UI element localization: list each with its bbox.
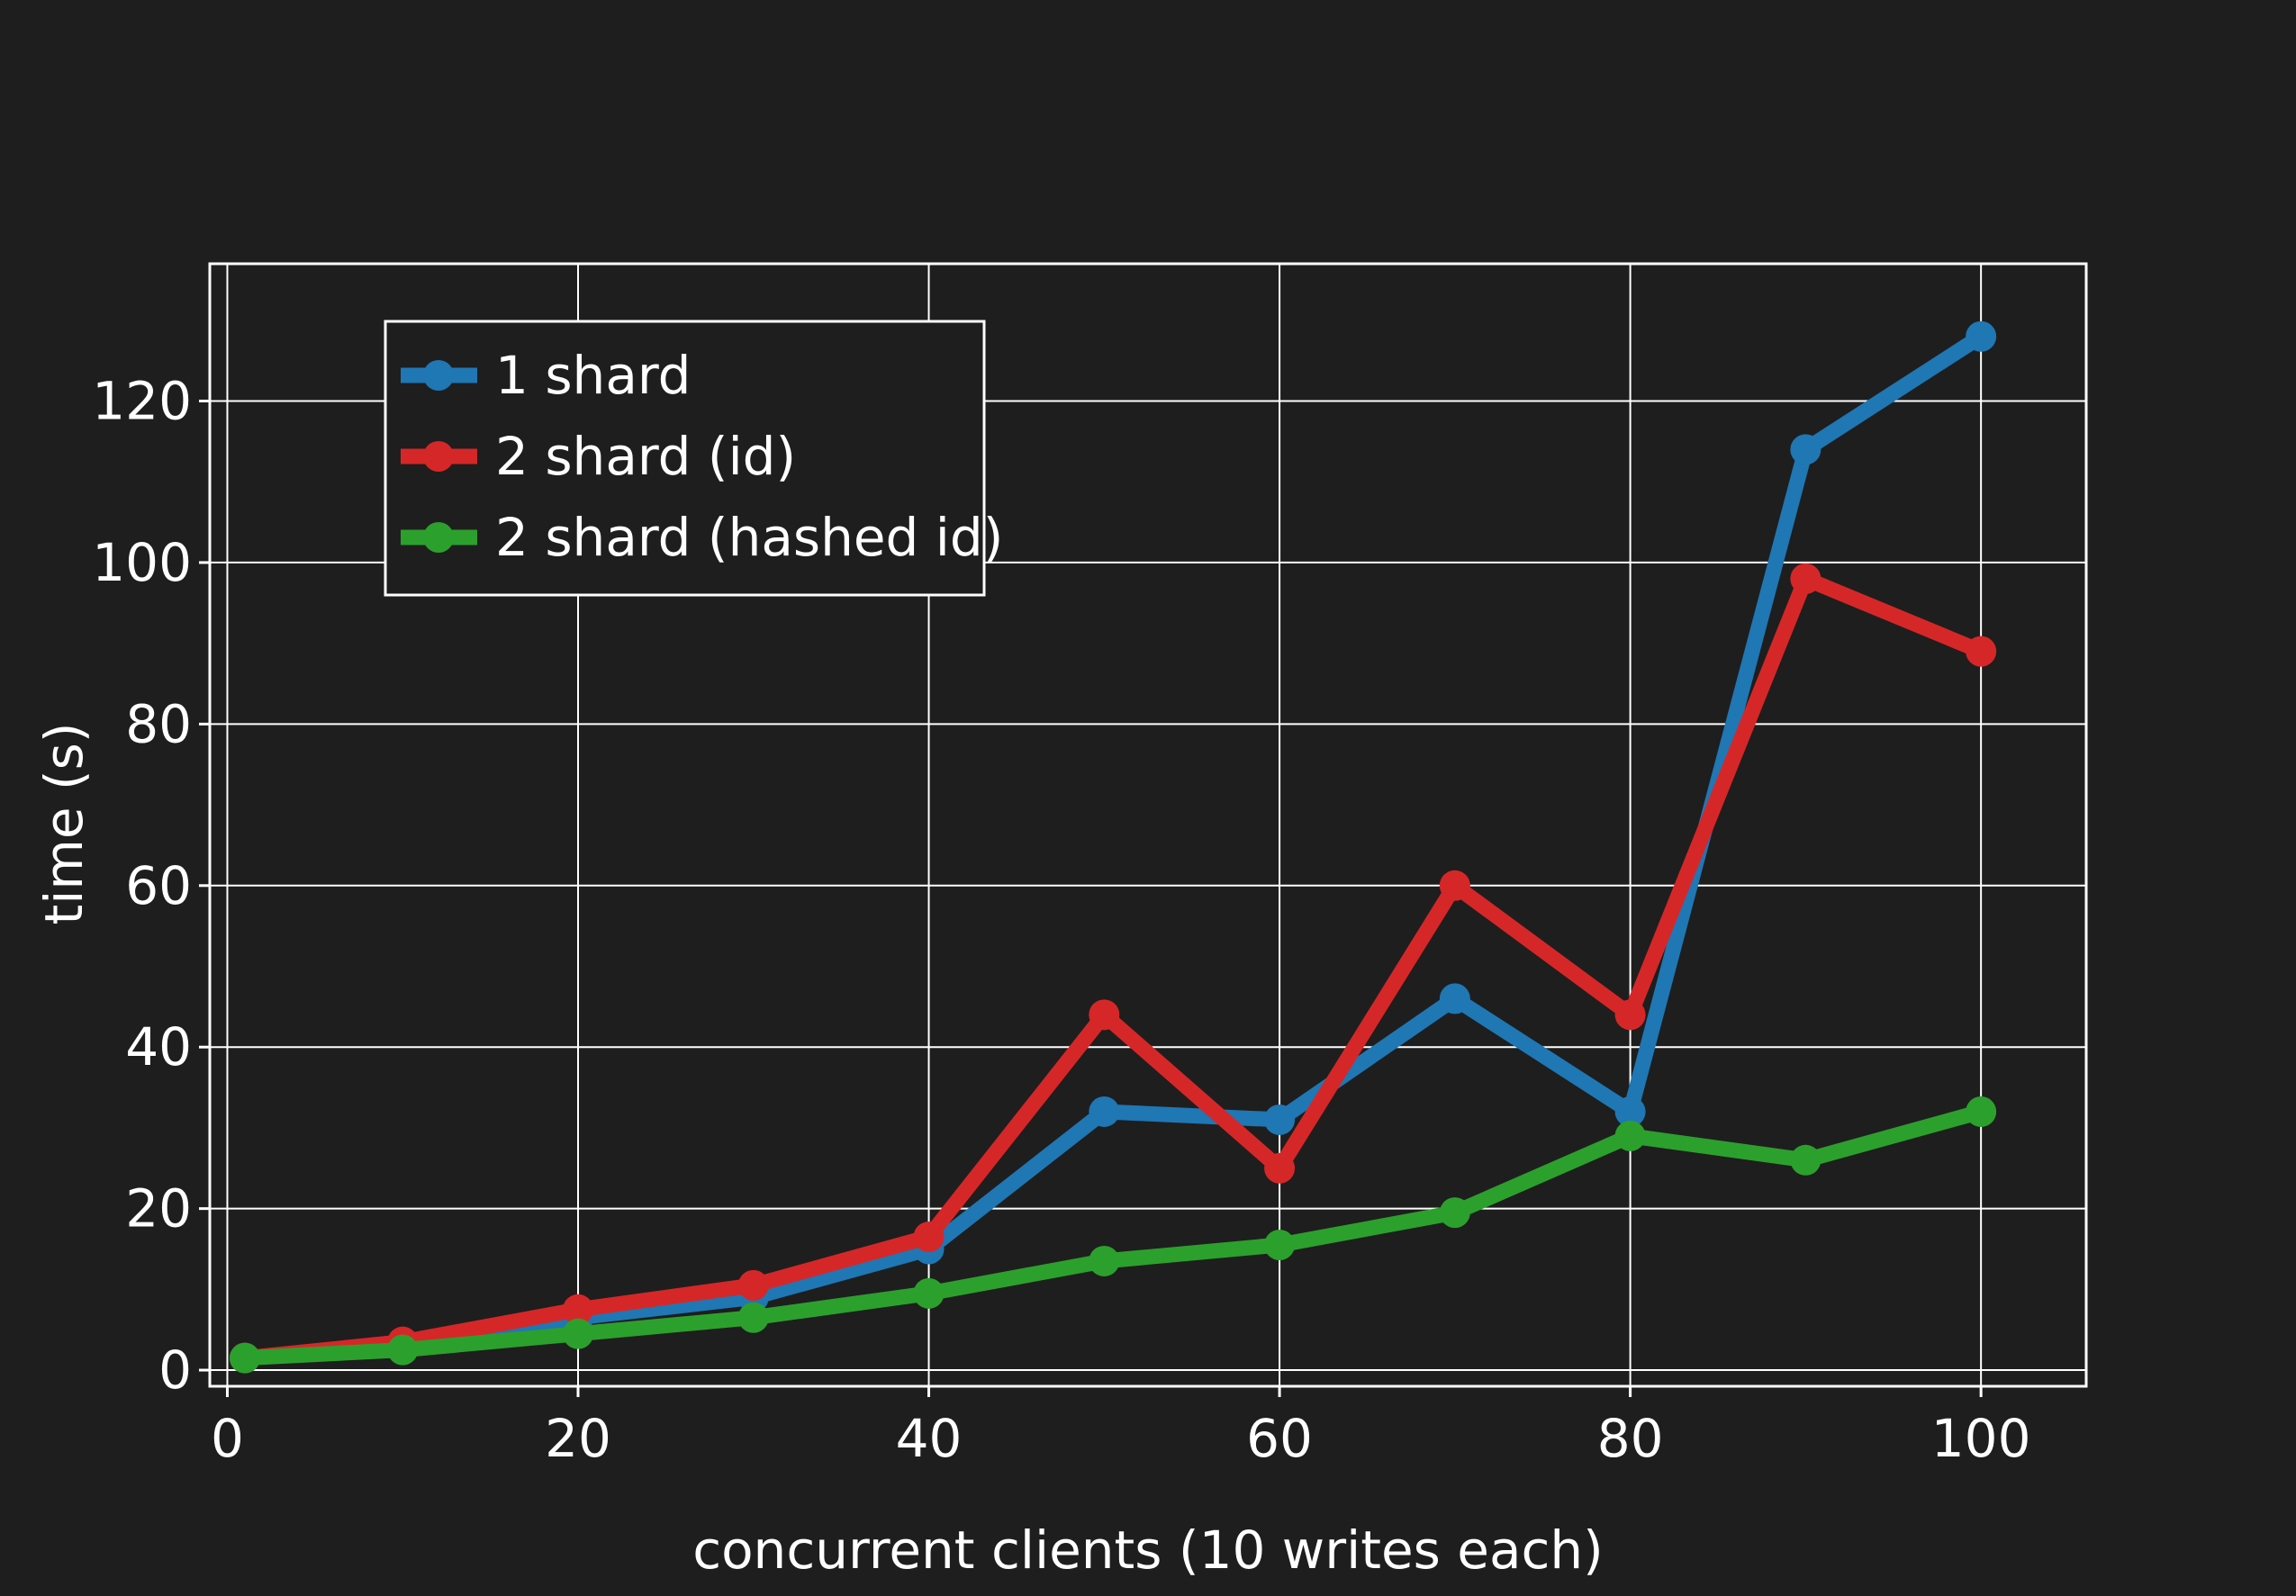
legend-label: 2 shard (hashed id) bbox=[495, 507, 1003, 568]
data-point bbox=[1439, 1197, 1470, 1229]
y-tick-label: 80 bbox=[125, 693, 192, 754]
legend-label: 2 shard (id) bbox=[495, 426, 796, 487]
y-axis-title: time (s) bbox=[33, 723, 95, 925]
data-point bbox=[229, 1342, 260, 1374]
data-point bbox=[563, 1294, 594, 1325]
x-tick-label: 20 bbox=[545, 1408, 611, 1469]
y-axis-ticks: 0 20 40 60 80 100 120 bbox=[92, 371, 210, 1401]
legend-swatch-marker bbox=[423, 441, 454, 472]
legend-label: 1 shard bbox=[495, 345, 692, 406]
data-point bbox=[1966, 1096, 1997, 1127]
x-axis-title: concurrent clients (10 writes each) bbox=[692, 1519, 1604, 1581]
data-point bbox=[563, 1318, 594, 1349]
data-point bbox=[737, 1302, 769, 1333]
data-point bbox=[1089, 999, 1120, 1031]
x-tick-label: 100 bbox=[1931, 1408, 2031, 1469]
series-group bbox=[229, 320, 1997, 1374]
x-tick-label: 60 bbox=[1246, 1408, 1313, 1469]
data-point bbox=[1264, 1104, 1296, 1135]
x-tick-label: 40 bbox=[896, 1408, 963, 1469]
data-point bbox=[1966, 320, 1997, 352]
y-tick-label: 0 bbox=[158, 1339, 192, 1401]
data-point bbox=[1439, 870, 1470, 901]
y-tick-label: 120 bbox=[92, 371, 192, 432]
legend-entry: 2 shard (hashed id) bbox=[401, 507, 1003, 568]
data-point bbox=[1089, 1245, 1120, 1276]
data-point bbox=[1966, 636, 1997, 667]
legend-box bbox=[384, 320, 986, 597]
y-tick-label: 20 bbox=[125, 1178, 192, 1240]
data-point bbox=[387, 1334, 419, 1366]
data-point bbox=[1089, 1096, 1120, 1127]
x-axis-ticks: 0 20 40 60 80 100 bbox=[211, 1386, 2030, 1469]
legend-swatch-marker bbox=[423, 360, 454, 391]
data-point bbox=[1614, 1120, 1646, 1151]
series-2 bbox=[229, 563, 1997, 1374]
legend-entry: 2 shard (id) bbox=[401, 426, 796, 487]
legend-swatch-marker bbox=[423, 522, 454, 553]
data-point bbox=[913, 1277, 945, 1309]
data-point bbox=[1439, 983, 1470, 1014]
x-tick-label: 0 bbox=[211, 1408, 244, 1469]
data-point bbox=[1614, 999, 1646, 1031]
y-tick-label: 100 bbox=[92, 532, 192, 593]
data-point bbox=[1790, 563, 1821, 594]
y-tick-label: 40 bbox=[125, 1016, 192, 1078]
legend-entry: 1 shard bbox=[401, 345, 692, 406]
data-point bbox=[1264, 1230, 1296, 1261]
data-point bbox=[1614, 1096, 1646, 1127]
data-point bbox=[1790, 1144, 1821, 1176]
data-point bbox=[737, 1269, 769, 1301]
x-tick-label: 80 bbox=[1597, 1408, 1664, 1469]
y-tick-label: 60 bbox=[125, 855, 192, 916]
legend: 1 shard 2 shard (id) 2 shard (hashed id) bbox=[384, 320, 1003, 597]
plot-frame bbox=[208, 262, 2088, 1388]
series-3 bbox=[229, 1096, 1997, 1374]
data-point bbox=[913, 1222, 945, 1253]
data-point bbox=[1790, 434, 1821, 465]
data-point bbox=[1264, 1152, 1296, 1184]
